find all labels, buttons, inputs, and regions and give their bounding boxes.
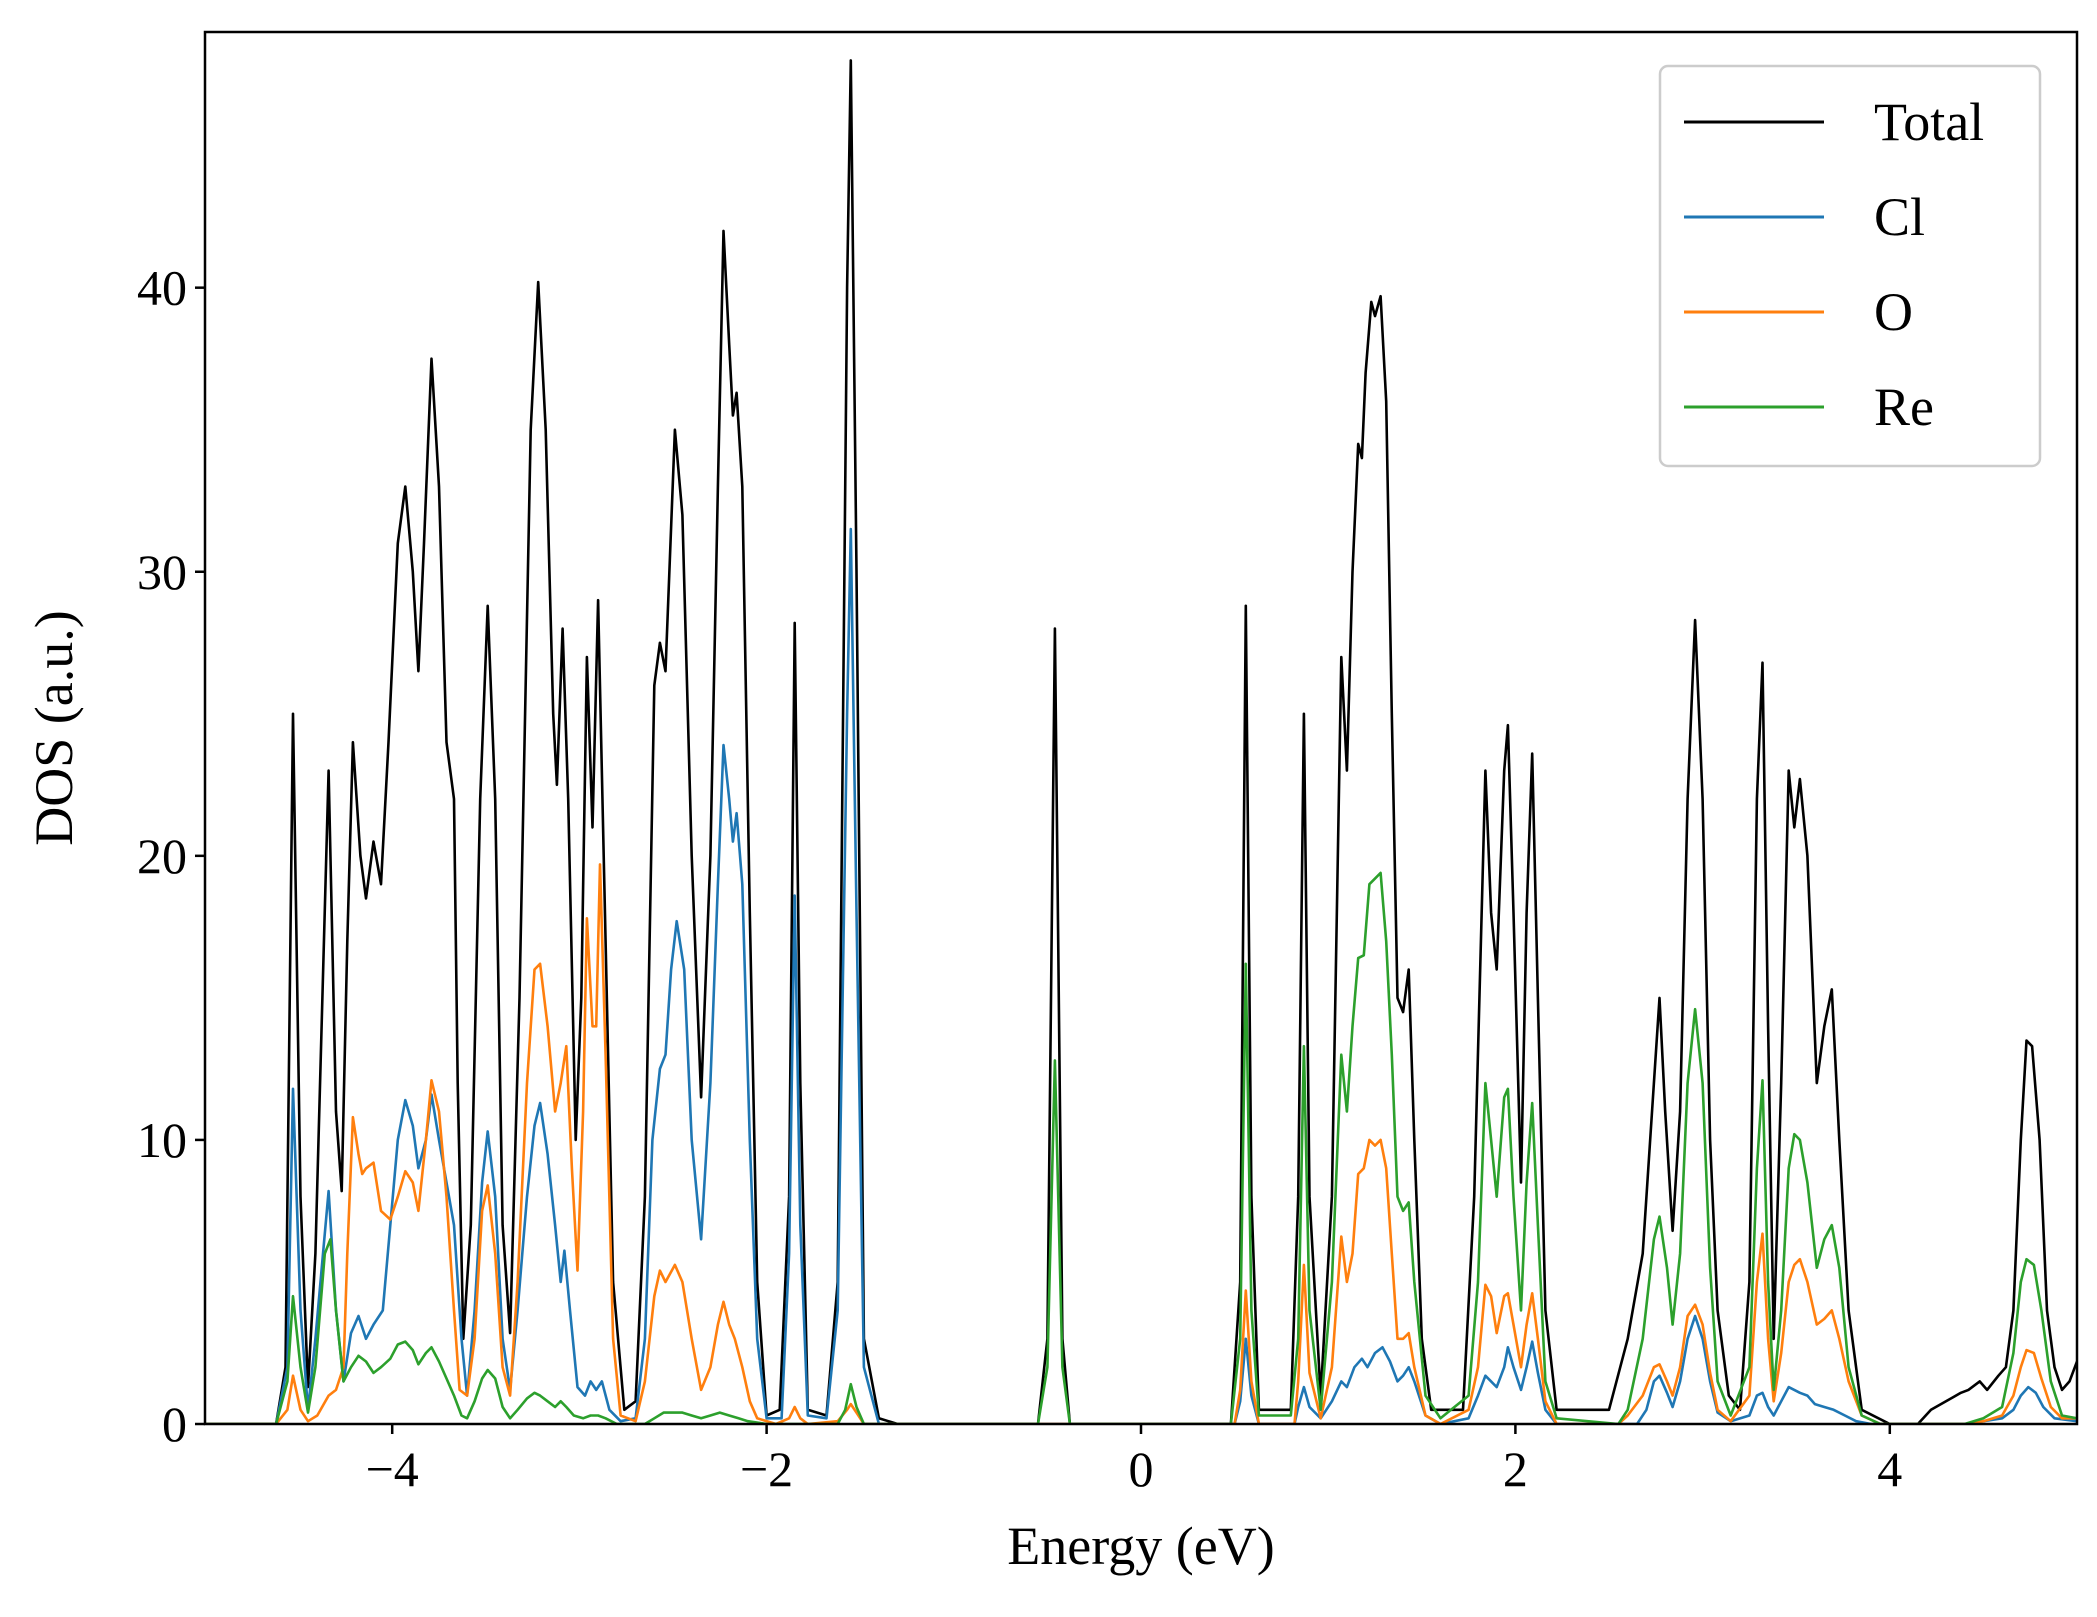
legend-box xyxy=(1658,64,2042,468)
y-tick-label: 20 xyxy=(137,828,187,884)
series-line-total xyxy=(205,59,2077,1424)
x-tick-label: 4 xyxy=(1877,1441,1902,1497)
x-tick-label: 0 xyxy=(1129,1441,1154,1497)
legend: Total Cl O Re xyxy=(1658,64,2042,468)
x-tick-label: 2 xyxy=(1503,1441,1528,1497)
series-line-o xyxy=(205,863,2077,1424)
y-tick-label: 30 xyxy=(137,544,187,600)
series-layer xyxy=(205,59,2077,1424)
y-axis-label: DOS (a.u.) xyxy=(24,610,84,845)
x-tick-label: −2 xyxy=(740,1441,793,1497)
legend-label-total: Total xyxy=(1874,92,1984,152)
legend-label-re: Re xyxy=(1874,377,1934,437)
legend-label-o: O xyxy=(1874,282,1913,342)
x-tick-label: −4 xyxy=(366,1441,419,1497)
y-tick-label: 0 xyxy=(162,1396,187,1452)
legend-label-cl: Cl xyxy=(1874,187,1925,247)
series-line-re xyxy=(205,871,2077,1424)
y-tick-label: 40 xyxy=(137,260,187,316)
x-axis-label: Energy (eV) xyxy=(1007,1516,1274,1576)
y-tick-label: 10 xyxy=(137,1112,187,1168)
